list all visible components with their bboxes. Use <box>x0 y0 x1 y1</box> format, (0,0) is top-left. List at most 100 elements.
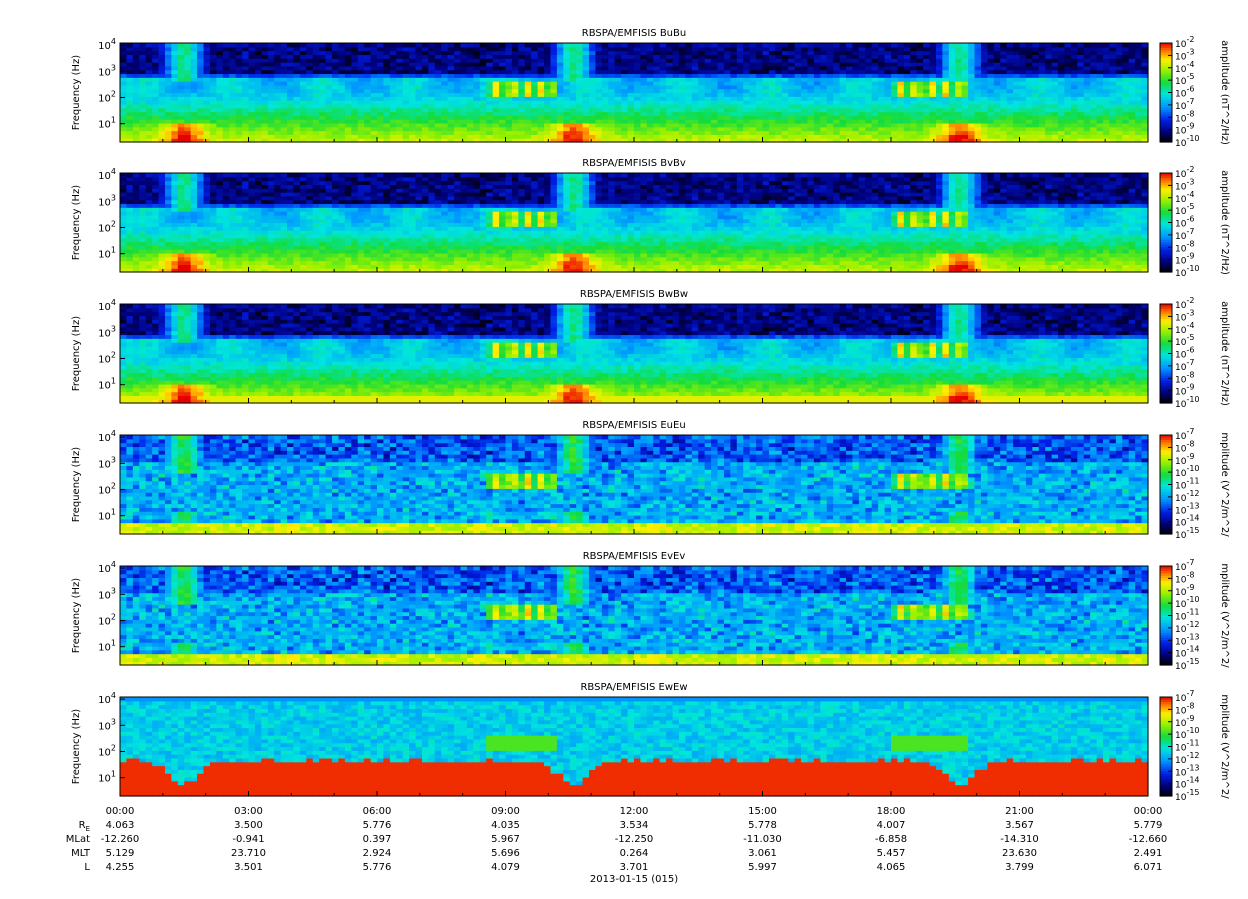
y-axis-label: Frequency (Hz) <box>71 709 82 785</box>
ephemeris-value: 5.457 <box>877 848 906 859</box>
panel-1: RBSPA/EMFISIS BvBv 101 102 103 104 Frequency … <box>71 158 1230 279</box>
colorbar: 10-710-810-910-1010-1110-1210-1310-1410-… <box>1160 427 1230 541</box>
ephemeris-value: 23.630 <box>1002 848 1037 859</box>
ephemeris-value: -11.030 <box>743 834 782 845</box>
panel-5: RBSPA/EMFISIS EwEw101102103104Frequency … <box>71 682 1230 803</box>
ephemeris-value: 2.491 <box>1134 848 1163 859</box>
ephemeris-value: 4.079 <box>491 862 520 873</box>
y-tick-label: 102 <box>98 612 116 627</box>
y-tick-label: 101 <box>98 508 116 523</box>
ephemeris-value: 5.779 <box>1134 820 1163 831</box>
ephemeris-value: 0.397 <box>363 834 392 845</box>
ephemeris-value: 5.696 <box>491 848 520 859</box>
y-tick-label: 104 <box>98 298 116 313</box>
panel-title: RBSPA/EMFISIS BvBv <box>582 158 686 169</box>
ephemeris-value: 3.501 <box>234 862 263 873</box>
y-tick-label: 101 <box>98 770 116 785</box>
colorbar-label: mplitude (V^2/m^2/ <box>1219 694 1230 799</box>
y-axis-label: Frequency (Hz) <box>71 447 82 523</box>
y-tick-label: 103 <box>98 717 116 732</box>
ephemeris-value: 4.065 <box>877 862 906 873</box>
ephemeris-value: -6.858 <box>875 834 907 845</box>
y-axis-label: Frequency (Hz) <box>71 185 82 261</box>
ephemeris-value: 4.007 <box>877 820 906 831</box>
ephemeris-value: 6.071 <box>1134 862 1163 873</box>
y-tick-label: 104 <box>98 167 116 182</box>
y-tick-label: 102 <box>98 89 116 104</box>
y-tick-label: 104 <box>98 560 116 575</box>
spectrogram-image <box>120 43 1149 143</box>
colorbar: 10-210-310-410-510-610-710-810-910-10 amp… <box>1160 296 1230 410</box>
ephemeris-value: -12.250 <box>615 834 654 845</box>
panel-title: RBSPA/EMFISIS EuEu <box>582 420 685 431</box>
ephemeris-value: -14.310 <box>1000 834 1039 845</box>
spectrogram-image <box>120 566 1149 666</box>
ephemeris-label: MLat <box>66 834 90 845</box>
time-tick-label: 12:00 <box>620 806 649 817</box>
y-tick-label: 102 <box>98 350 116 365</box>
colorbar-label: amplitude (nT^2/Hz) <box>1219 40 1230 145</box>
ephemeris-value: 3.701 <box>620 862 649 873</box>
ephemeris-value: 0.264 <box>620 848 649 859</box>
colorbar: 10-210-310-410-510-610-710-810-910-10 amp… <box>1160 165 1230 279</box>
colorbar-label: amplitude (nT^2/Hz) <box>1219 301 1230 406</box>
panel-2: RBSPA/EMFISIS BwBw 101 102 103 104 Frequency … <box>71 289 1230 410</box>
y-tick-label: 102 <box>98 481 116 496</box>
y-tick-label: 102 <box>98 219 116 234</box>
y-tick-label: 103 <box>98 455 116 470</box>
ephemeris-value: 4.255 <box>106 862 135 873</box>
panel-title: RBSPA/EMFISIS BwBw <box>580 289 688 300</box>
time-tick-label: 00:00 <box>1134 806 1163 817</box>
spectrogram-image <box>120 435 1149 535</box>
y-tick-label: 101 <box>98 377 116 392</box>
y-tick-label: 102 <box>98 743 116 758</box>
ephemeris-label: RE <box>79 820 90 833</box>
ephemeris-label: L <box>84 862 90 873</box>
ephemeris-value: 4.035 <box>491 820 520 831</box>
y-tick-label: 101 <box>98 246 116 261</box>
colorbar: 10-210-310-410-510-610-710-810-910-10 amp… <box>1160 35 1230 149</box>
y-tick-label: 103 <box>98 586 116 601</box>
y-axis-label: Frequency (Hz) <box>71 316 82 392</box>
time-tick-label: 21:00 <box>1005 806 1034 817</box>
spectrogram-image <box>120 173 1149 273</box>
ephemeris-value: 5.776 <box>363 862 392 873</box>
ephemeris-value: 5.776 <box>363 820 392 831</box>
panel-3: RBSPA/EMFISIS EuEu 101 102 103 104 Frequency … <box>71 420 1230 541</box>
time-tick-label: 18:00 <box>877 806 906 817</box>
y-axis-label: Frequency (Hz) <box>71 578 82 654</box>
spectrogram-image <box>120 697 1149 797</box>
y-tick-label: 103 <box>98 324 116 339</box>
colorbar: 10-710-810-910-1010-1110-1210-1310-1410-… <box>1160 558 1230 672</box>
y-tick-label: 103 <box>98 193 116 208</box>
ephemeris-value: 4.063 <box>106 820 135 831</box>
colorbar-label: amplitude (nT^2/Hz) <box>1219 170 1230 275</box>
ephemeris-value: 5.967 <box>491 834 520 845</box>
colorbar: 10-710-810-910-1010-1110-1210-1310-1410-… <box>1160 689 1230 803</box>
panel-title: RBSPA/EMFISIS BuBu <box>582 28 686 39</box>
time-tick-label: 06:00 <box>363 806 392 817</box>
ephemeris-value: 3.500 <box>234 820 263 831</box>
y-tick-label: 104 <box>98 429 116 444</box>
ephemeris-value: 5.997 <box>748 862 777 873</box>
panel-4: RBSPA/EMFISIS EvEv101102103104Frequency … <box>71 551 1230 672</box>
y-tick-label: 104 <box>98 37 116 52</box>
ephemeris-value: -12.660 <box>1129 834 1168 845</box>
ephemeris-value: 3.534 <box>620 820 649 831</box>
ephemeris-value: 5.129 <box>106 848 135 859</box>
ephemeris-label: MLT <box>71 848 91 859</box>
ephemeris-value: 2.924 <box>363 848 392 859</box>
ephemeris-value: -12.260 <box>101 834 140 845</box>
panel-title: RBSPA/EMFISIS EvEv <box>583 551 686 562</box>
ephemeris-value: 23.710 <box>231 848 266 859</box>
time-tick-label: 03:00 <box>234 806 263 817</box>
date-label: 2013-01-15 (015) <box>590 874 678 885</box>
colorbar-label: mplitude (V^2/m^2/ <box>1219 563 1230 668</box>
y-tick-label: 101 <box>98 116 116 131</box>
ephemeris-value: 3.567 <box>1005 820 1034 831</box>
time-tick-label: 15:00 <box>748 806 777 817</box>
ephemeris-value: -0.941 <box>232 834 264 845</box>
panel-title: RBSPA/EMFISIS EwEw <box>580 682 687 693</box>
panel-0: RBSPA/EMFISIS BuBu101102103104Frequency … <box>71 28 1230 149</box>
